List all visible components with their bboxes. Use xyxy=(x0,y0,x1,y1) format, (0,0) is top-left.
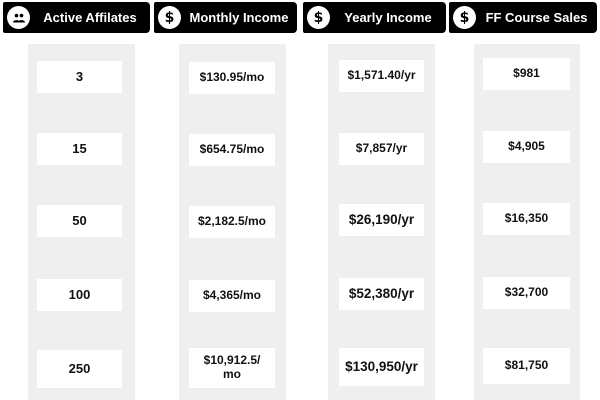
value-cell: $2,182.5/mo xyxy=(189,206,275,238)
value-cell: $4,365/mo xyxy=(189,280,275,312)
value-cell: $81,750 xyxy=(483,348,570,384)
value-cell: $4,905 xyxy=(483,131,570,163)
value-cell: 100 xyxy=(37,279,122,311)
header-title: Yearly Income xyxy=(344,10,432,25)
value-cell: $1,571.40/yr xyxy=(339,60,424,92)
value-cell: $16,350 xyxy=(483,203,570,235)
header-monthly-income: $ Monthly Income xyxy=(154,2,297,33)
value-cell: $130.95/mo xyxy=(189,62,275,94)
header-title: FF Course Sales xyxy=(485,10,588,25)
people-icon xyxy=(7,6,30,29)
dollar-icon: $ xyxy=(307,6,330,29)
dollar-icon: $ xyxy=(453,6,476,29)
value-cell: 50 xyxy=(37,205,122,237)
value-cell: $52,380/yr xyxy=(339,278,424,310)
value-cell: $10,912.5/ mo xyxy=(189,348,275,388)
value-cell: $654.75/mo xyxy=(189,134,275,166)
header-title: Monthly Income xyxy=(189,10,289,25)
value-cell: $981 xyxy=(483,58,570,90)
value-cell: 3 xyxy=(37,61,122,93)
dollar-icon: $ xyxy=(158,6,181,29)
header-title: Active Affilates xyxy=(43,10,137,25)
header-active-affiliates: Active Affilates xyxy=(3,2,150,33)
header-ff-course-sales: $ FF Course Sales xyxy=(449,2,597,33)
value-cell: $26,190/yr xyxy=(339,204,424,236)
value-cell: $7,857/yr xyxy=(339,133,424,165)
value-cell: $130,950/yr xyxy=(339,348,424,386)
value-cell: 250 xyxy=(37,350,122,388)
header-yearly-income: $ Yearly Income xyxy=(303,2,446,33)
value-cell: 15 xyxy=(37,133,122,165)
value-cell: $32,700 xyxy=(483,277,570,309)
